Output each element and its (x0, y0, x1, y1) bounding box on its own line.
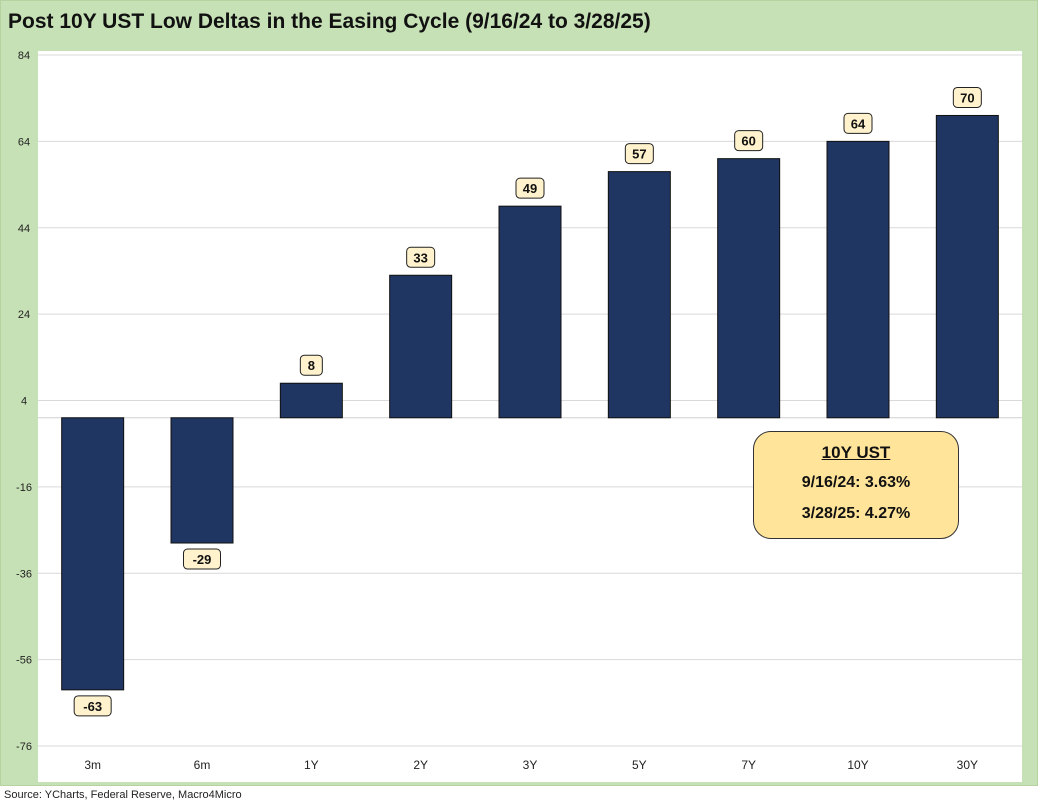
y-tick-label: 24 (18, 309, 30, 321)
x-tick-label: 1Y (304, 758, 319, 772)
data-label: 64 (851, 116, 866, 131)
data-label-box (952, 86, 982, 108)
x-tick-label: 3m (84, 758, 101, 772)
data-label-box (843, 112, 873, 134)
bar-10Y (826, 140, 890, 419)
x-tick-label: 6m (194, 758, 211, 772)
bar-30Y (935, 114, 999, 419)
y-tick-label: 4 (21, 396, 27, 408)
info-box-10y-ust: 10Y UST 9/16/24: 3.63% 3/28/25: 4.27% (753, 431, 959, 539)
x-tick-label: 3Y (523, 758, 538, 772)
data-label-box (183, 548, 221, 570)
x-tick-label: 2Y (413, 758, 428, 772)
bar-2Y (389, 274, 453, 419)
info-box-header: 10Y UST (821, 443, 891, 462)
data-label: -29 (193, 552, 212, 567)
data-label: 60 (741, 134, 755, 149)
bar-1Y (279, 382, 343, 419)
data-label: 33 (413, 250, 427, 265)
bar-3m (61, 417, 125, 691)
data-label: 8 (308, 358, 315, 373)
y-tick-label: 44 (18, 223, 30, 235)
data-label-box (406, 246, 436, 268)
x-tick-label: 30Y (957, 758, 978, 772)
y-tick-label: -36 (16, 568, 32, 580)
x-tick-label: 5Y (632, 758, 647, 772)
info-box-line-end: 3/28/25: 4.27% (801, 505, 911, 522)
chart-title: Post 10Y UST Low Deltas in the Easing Cy… (8, 10, 651, 33)
y-tick-label: -76 (16, 741, 32, 753)
data-label-box (515, 177, 545, 199)
data-label: -63 (83, 699, 102, 714)
bar-3Y (498, 205, 562, 419)
y-tick-label: 84 (18, 50, 30, 62)
data-label: 57 (632, 147, 646, 162)
y-tick-label: -16 (16, 482, 32, 494)
info-box-line-start: 9/16/24: 3.63% (801, 474, 911, 491)
bar-5Y (607, 171, 671, 419)
data-label-box (73, 695, 112, 717)
data-label: 49 (523, 181, 537, 196)
data-label-box (734, 130, 764, 152)
y-tick-label: -56 (16, 655, 32, 667)
source-note: Source: YCharts, Federal Reserve, Macro4… (4, 789, 242, 801)
x-tick-label: 10Y (847, 758, 868, 772)
x-tick-label: 7Y (741, 758, 756, 772)
data-label-box (624, 143, 654, 165)
data-label: 70 (960, 90, 974, 105)
bar-6m (170, 417, 234, 544)
y-tick-label: 64 (18, 136, 30, 148)
data-label-box (299, 354, 323, 376)
bar-7Y (717, 158, 781, 419)
